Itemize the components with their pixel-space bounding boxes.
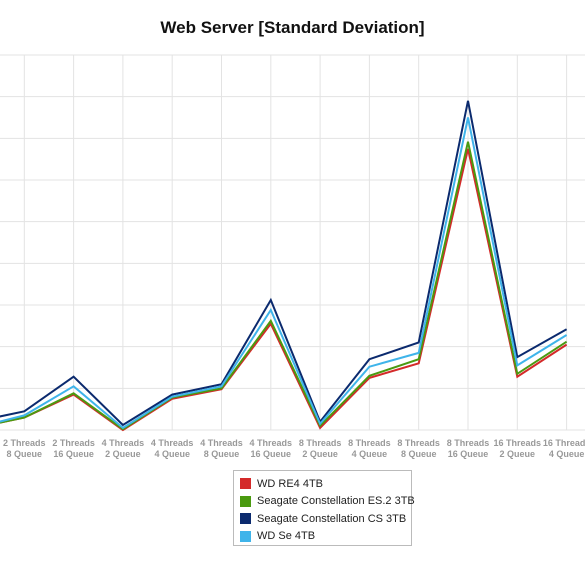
- x-tick-label: 4 Threads: [250, 438, 293, 448]
- x-tick-label: 2 Queue: [105, 449, 141, 459]
- legend-label: Seagate Constellation CS 3TB: [257, 512, 407, 525]
- legend-label: Seagate Constellation ES.2 3TB: [257, 495, 415, 508]
- x-tick-label: 16 Threads: [543, 438, 585, 448]
- x-tick-label: 8 Queue: [7, 449, 43, 459]
- series-line: [0, 117, 568, 430]
- legend-label: WD RE4 4TB: [257, 477, 324, 490]
- x-tick-label: 8 Queue: [204, 449, 240, 459]
- x-tick-label: 2 Queue: [500, 449, 536, 459]
- x-tick-label: 4 Threads: [102, 438, 145, 448]
- x-tick-label: 16 Queue: [251, 449, 292, 459]
- chart-grid: [0, 54, 585, 431]
- legend-label: WD Se 4TB: [257, 530, 316, 543]
- legend-item[interactable]: Seagate Constellation CS 3TB: [240, 510, 407, 528]
- legend-item[interactable]: WD Se 4TB: [240, 528, 405, 546]
- legend-swatch: [240, 478, 251, 490]
- x-tick-label: 4 Queue: [549, 449, 585, 459]
- series-line: [0, 100, 568, 427]
- x-tick-label: 8 Threads: [348, 438, 391, 448]
- x-tick-label: 4 Queue: [154, 449, 190, 459]
- x-tick-label: 2 Queue: [302, 449, 338, 459]
- x-tick-label: 4 Threads: [200, 438, 243, 448]
- x-tick-label: 2 Threads: [52, 438, 95, 448]
- x-tick-label: 4 Queue: [352, 449, 388, 459]
- legend-item[interactable]: WD RE4 4TB: [240, 475, 405, 493]
- x-tick-label: 16 Threads: [494, 438, 542, 448]
- legend-swatch: [240, 530, 251, 542]
- chart-title: Web Server [Standard Deviation]: [160, 18, 425, 37]
- x-tick-label: 4 Threads: [151, 438, 194, 448]
- x-tick-label: 8 Threads: [397, 438, 440, 448]
- legend-swatch: [240, 513, 251, 525]
- x-tick-label: 16 Queue: [53, 449, 94, 459]
- x-tick-label: 8 Threads: [299, 438, 342, 448]
- series-line: [0, 148, 568, 432]
- legend-swatch: [240, 495, 251, 507]
- series-line: [0, 141, 568, 431]
- chart-legend: WD RE4 4TB Seagate Constellation ES.2 3T…: [233, 470, 415, 546]
- x-tick-label: 2 Threads: [3, 438, 46, 448]
- x-tick-label: 16 Queue: [448, 449, 489, 459]
- x-tick-label: 8 Queue: [401, 449, 437, 459]
- x-tick-label: 8 Threads: [447, 438, 490, 448]
- chart-series: [0, 100, 568, 432]
- legend-item[interactable]: Seagate Constellation ES.2 3TB: [240, 493, 415, 511]
